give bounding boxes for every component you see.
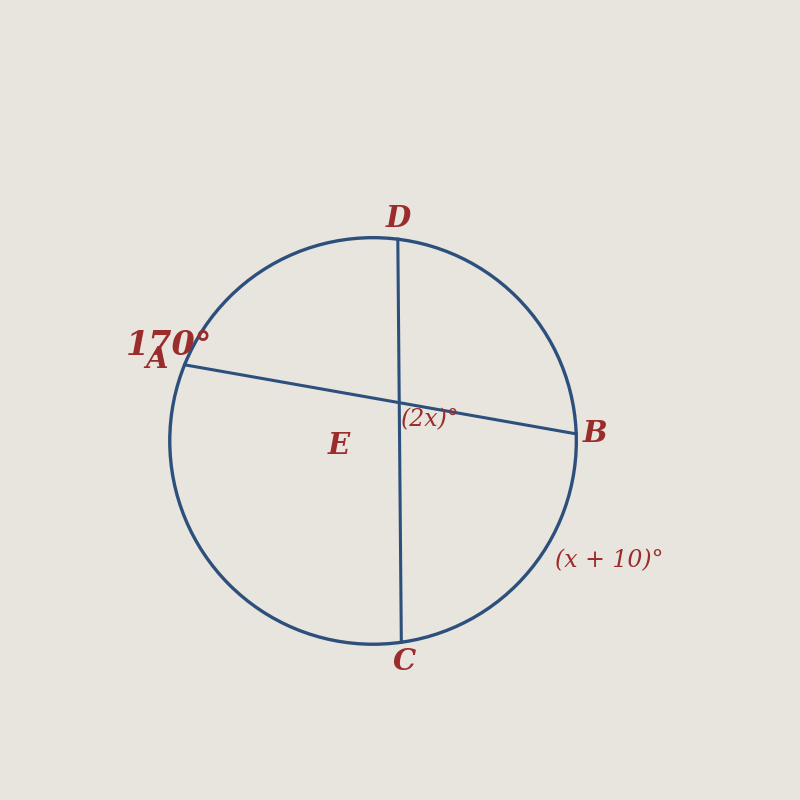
Text: B: B (582, 419, 607, 448)
Text: (2x)°: (2x)° (401, 408, 459, 431)
Text: E: E (328, 431, 350, 460)
Text: D: D (385, 204, 410, 234)
Text: C: C (393, 647, 416, 677)
Text: A: A (146, 346, 168, 374)
Text: (x + 10)°: (x + 10)° (554, 550, 663, 573)
Text: 170°: 170° (126, 329, 212, 362)
